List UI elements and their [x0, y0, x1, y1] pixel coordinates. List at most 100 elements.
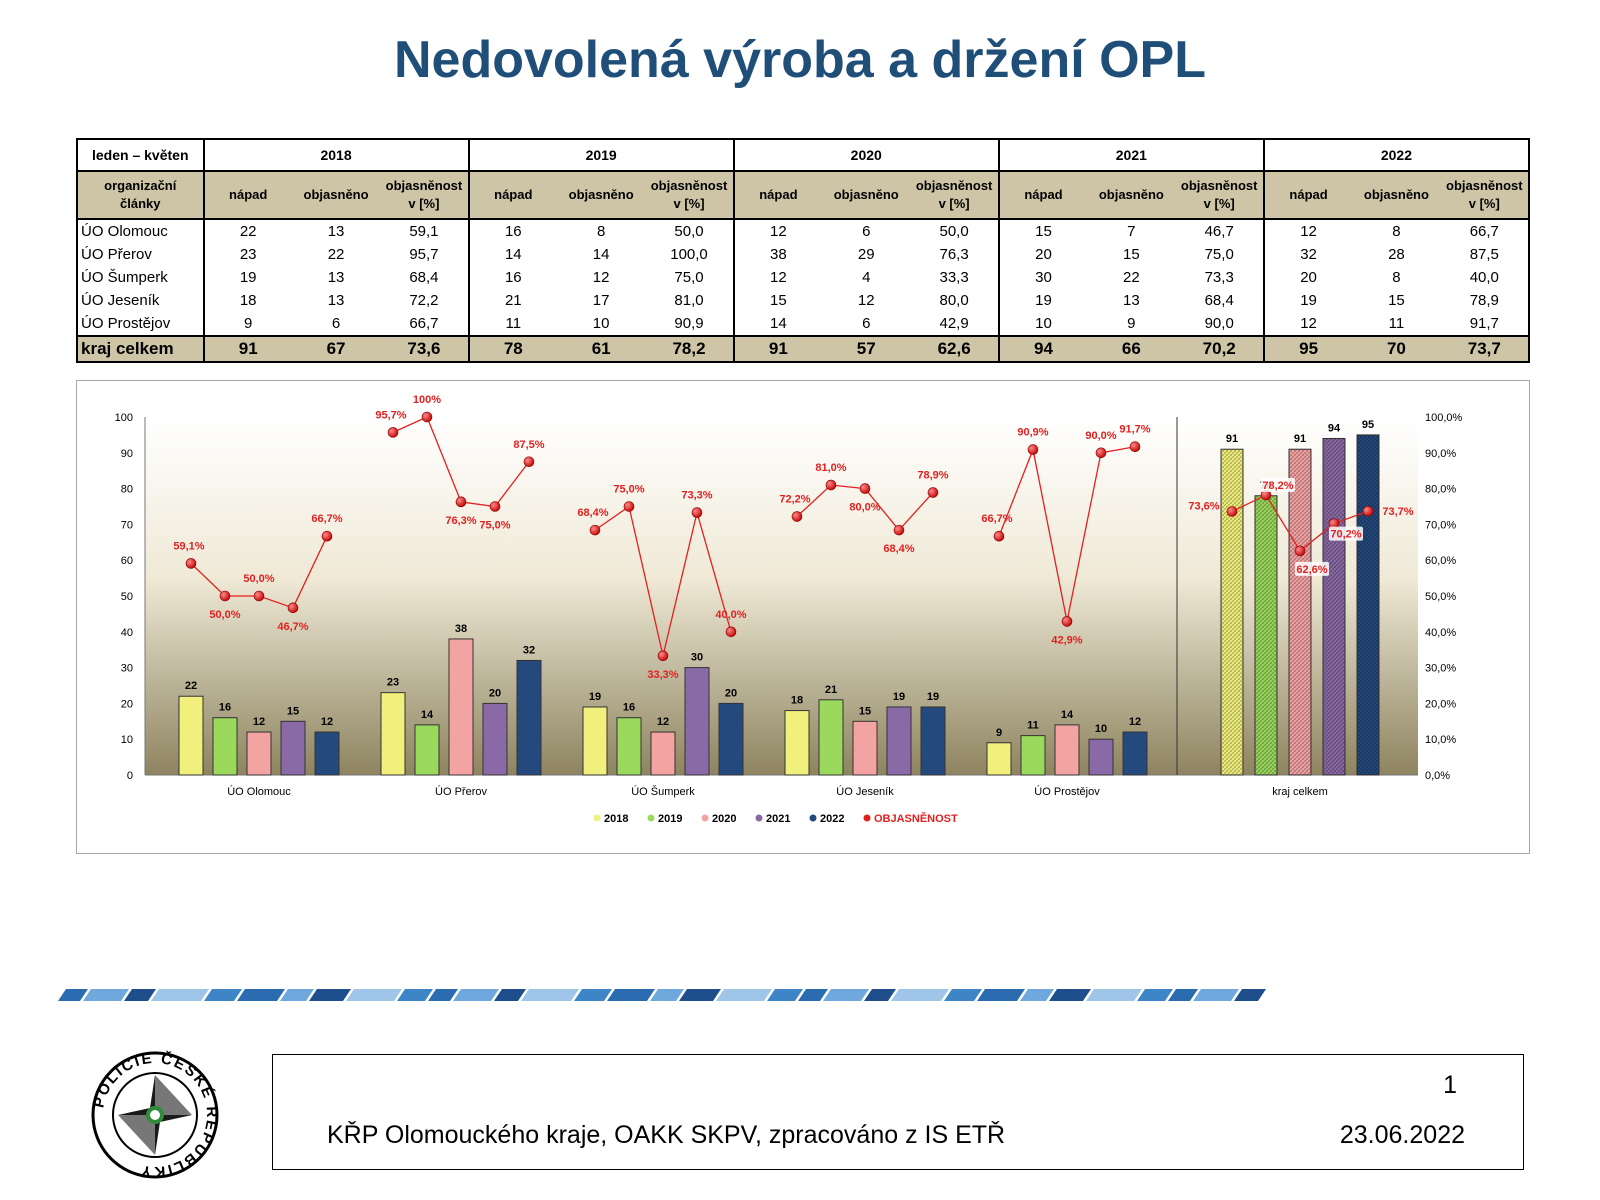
stripe-segment — [798, 989, 828, 1001]
objasnenost-point — [589, 524, 601, 536]
y-tick-label: 40 — [121, 627, 133, 639]
legend-label: OBJASNĚNOST — [874, 812, 958, 825]
table-row: ÚO Šumperk 19 13 68,4 16 12 75,0 12 4 33,3 30 22 73,… — [76, 266, 1531, 289]
label-backdrop — [1295, 561, 1329, 576]
table-row: ÚO Olomouc 22 13 59,1 16 8 50,0 12 6 50,0 15 7 46,7 1… — [76, 219, 1531, 243]
bar-2020 — [1054, 724, 1080, 776]
bar-2021 — [886, 706, 912, 776]
objasnenost-point — [387, 427, 399, 438]
y2-tick-label: 50,0% — [1425, 591, 1456, 603]
bar-value-label: 12 — [1129, 716, 1141, 728]
y2-tick-label: 0,0% — [1425, 770, 1450, 782]
table-cell: 61 — [556, 335, 646, 363]
table-cell: 6 — [862, 223, 871, 240]
table-cell: 70,2 — [1175, 335, 1265, 363]
col-pct-header-line1: objasněnost — [385, 178, 463, 193]
bar-2022 — [718, 702, 744, 776]
bar-2019 — [818, 699, 844, 776]
bar-value-label: 38 — [455, 623, 467, 635]
legend-label: 2018 — [604, 813, 628, 825]
table-cell: 67 — [291, 335, 381, 363]
y-tick-label: 0 — [127, 770, 133, 782]
bar-2018 — [986, 742, 1012, 776]
stripe-segment — [1168, 989, 1198, 1001]
bar-value-label: 91 — [1294, 433, 1306, 445]
table-cell: 95 — [1263, 335, 1353, 363]
objasnenost-point — [623, 501, 635, 512]
table-cell: 13 — [1122, 292, 1140, 309]
bar-2021 — [482, 702, 508, 776]
y-tick-label: 30 — [121, 663, 133, 675]
objasnenost-point — [1226, 506, 1238, 517]
objasnenost-point — [927, 487, 939, 498]
bar-value-label: 12 — [657, 716, 669, 728]
stripe-segment — [83, 989, 129, 1001]
col-pct-header-line2: v [%] — [1203, 196, 1235, 211]
bar-value-label: 11 — [1027, 720, 1039, 732]
stripe-segment — [864, 989, 896, 1001]
objasnenost-label: 73,6% — [1188, 501, 1219, 513]
legend-label: 2021 — [766, 813, 790, 825]
bar-texture — [1221, 449, 1243, 775]
y2-tick-label: 10,0% — [1425, 734, 1456, 746]
stripe-segment — [1193, 989, 1239, 1001]
table-cell: 68,4 — [1175, 289, 1265, 312]
objasnenost-point — [725, 626, 737, 638]
legend-label: 2022 — [820, 813, 844, 825]
legend-label: 2020 — [712, 813, 736, 825]
col-objasneno-header: objasněno — [1352, 171, 1441, 220]
year-header: 2020 — [733, 138, 1000, 172]
objasnenost-point — [219, 590, 231, 602]
y-tick-label: 60 — [121, 555, 133, 567]
col-pct-header: objasněnost v [%] — [1440, 171, 1531, 220]
objasnenost-label: 100% — [413, 394, 441, 406]
bar-value-label: 19 — [927, 691, 939, 703]
table-cell: 62,6 — [910, 335, 1000, 363]
table-cell: 15 — [770, 292, 787, 309]
legend-marker — [701, 814, 709, 822]
table-cell: 72,2 — [380, 289, 470, 312]
bar-value-label: 14 — [421, 709, 434, 721]
table-total-row: kraj celkem 91 67 73,6 78 61 78,2 91 57 62,6 94 66 7… — [76, 335, 1531, 363]
y2-tick-label: 100,0% — [1425, 412, 1463, 424]
stripe-segment — [397, 989, 433, 1001]
table-cell: 6 — [331, 315, 341, 332]
objasnenost-label: 73,3% — [681, 490, 712, 502]
legend-marker — [809, 814, 817, 822]
legend-marker — [863, 814, 871, 822]
stripe-segment — [58, 989, 88, 1001]
table-cell: 100,0 — [645, 243, 735, 266]
table-cell: 73,7 — [1440, 335, 1531, 363]
table-cell: 18 — [239, 292, 257, 309]
stripe-segment — [151, 989, 209, 1001]
table-cell: 91,7 — [1440, 312, 1531, 336]
stripe-segment — [891, 989, 949, 1001]
objasnenost-point — [1027, 444, 1039, 455]
table-cell: 73,3 — [1175, 266, 1265, 289]
table-cell: 87,5 — [1440, 243, 1531, 266]
objasnenost-label: 75,0% — [479, 520, 510, 532]
police-logo: POLICIE ČESKÉ REPUBLIKY — [90, 1049, 219, 1180]
table-cell: 9 — [244, 315, 253, 332]
table-cell: 40,0 — [1440, 266, 1531, 289]
bar-value-label: 19 — [589, 691, 601, 703]
table-row: ÚO Prostějov 9 6 66,7 11 10 90,9 14 6 42,9 10 9 90,0… — [76, 312, 1531, 336]
plot-background — [145, 417, 1418, 775]
table-cell: 46,7 — [1175, 219, 1265, 243]
y2-tick-label: 60,0% — [1425, 555, 1456, 567]
stripe-segment — [1086, 989, 1142, 1001]
star-icon — [118, 1075, 192, 1155]
col-napad-header: nápad — [203, 171, 292, 220]
table-cell: 29 — [857, 246, 875, 263]
table-cell: 22 — [1122, 269, 1140, 286]
y-tick-label: 20 — [121, 698, 133, 710]
table-cell: 75,0 — [1175, 243, 1265, 266]
y-tick-label: 10 — [121, 734, 133, 746]
col-pct-header-line1: objasněnost — [650, 178, 728, 193]
row-name: ÚO Šumperk — [76, 266, 205, 289]
objasnenost-point — [489, 501, 501, 512]
statistics-table: leden – květen 2018 2019 2020 2021 2022 … — [76, 138, 1531, 363]
bar-value-label: 15 — [859, 705, 871, 717]
table-cell: 90,0 — [1175, 312, 1265, 336]
stripe-segment — [453, 989, 499, 1001]
